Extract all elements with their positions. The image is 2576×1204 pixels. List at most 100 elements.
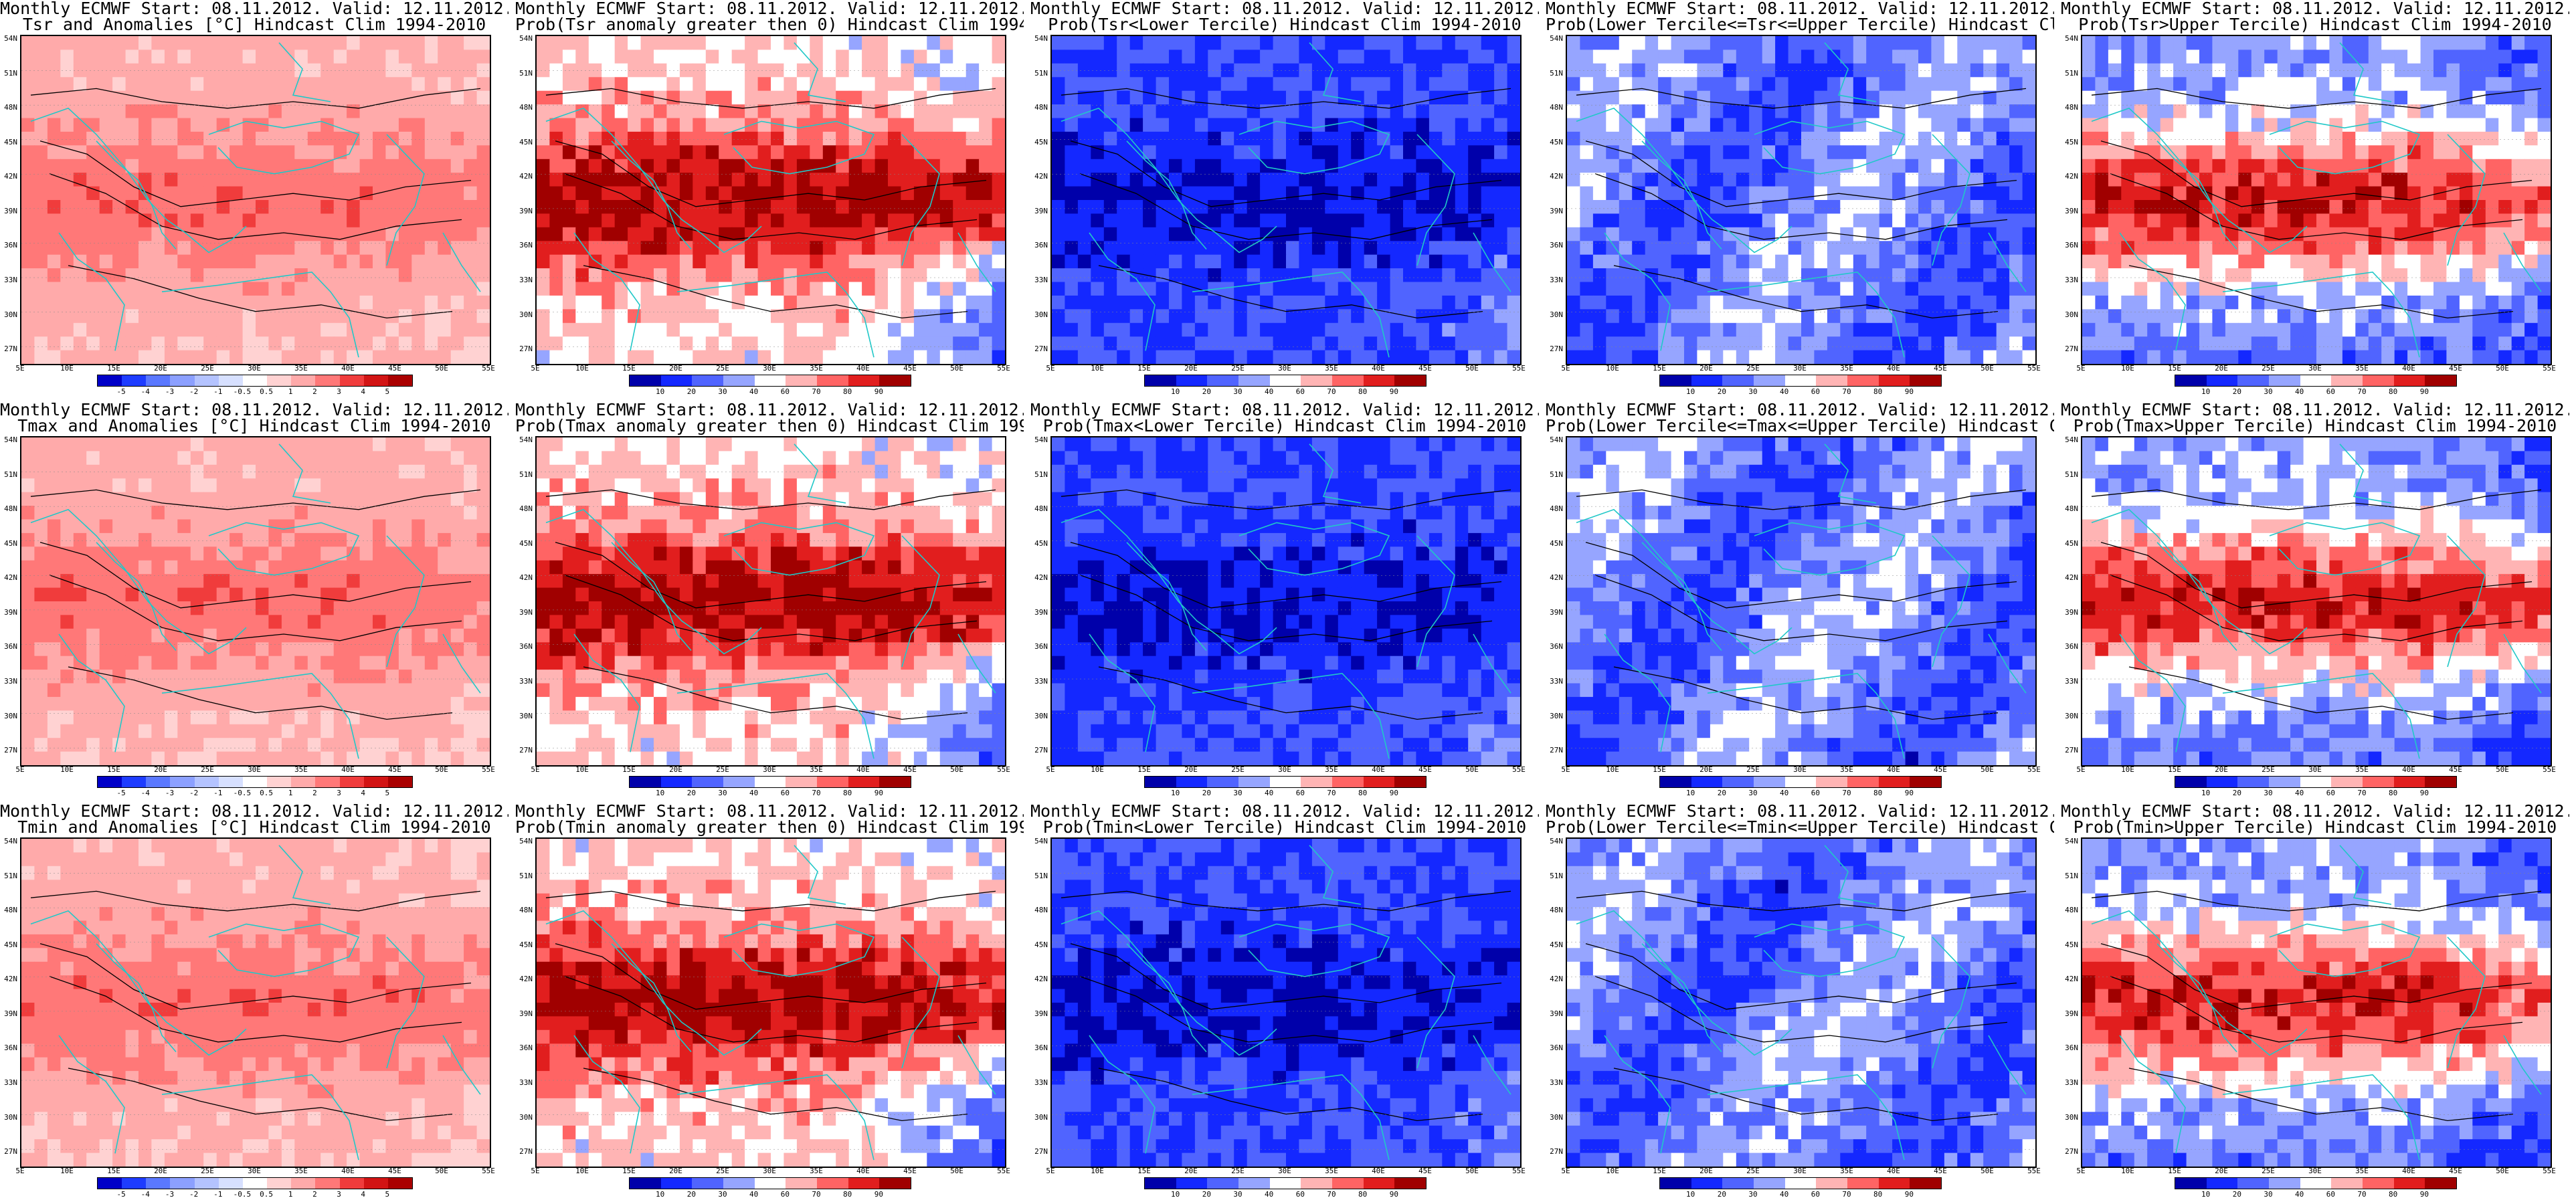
coastline: [723, 522, 875, 576]
lon-tick-label: 25E: [2262, 1167, 2275, 1175]
panel-title-line1: Monthly ECMWF Start: 08.11.2012. Valid: …: [2061, 803, 2569, 820]
lat-tick-label: 42N: [1550, 172, 1563, 181]
colorbar: [97, 776, 413, 788]
lat-tick-label: 48N: [1550, 906, 1563, 915]
colorbar-segment: [1847, 375, 1879, 386]
lat-tick-label: 48N: [4, 504, 17, 514]
colorbar-label: 80: [1358, 1190, 1368, 1199]
panel-tsr-prob_cold: Monthly ECMWF Start: 08.11.2012. Valid: …: [1030, 0, 1539, 396]
colorbar-label: 30: [718, 789, 727, 797]
lat-tick-label: 48N: [2065, 906, 2078, 915]
colorbar-segment: [754, 375, 786, 386]
lat-tick-label: 51N: [4, 470, 17, 479]
lon-tick-label: 45E: [388, 364, 401, 373]
colorbar-segment: [723, 1178, 755, 1189]
colorbar-segment: [1207, 777, 1239, 787]
colorbar-segment: [2425, 375, 2457, 386]
lon-tick-label: 35E: [810, 364, 823, 373]
colorbar: [1144, 375, 1427, 387]
lon-tick-label: 20E: [2215, 765, 2228, 774]
lon-tick-label: 25E: [1231, 364, 1245, 373]
colorbar-segment: [387, 1178, 413, 1189]
colorbar-label: 60: [1295, 789, 1305, 797]
map-field: [2082, 437, 2551, 765]
shaded-field: [21, 437, 490, 765]
lon-tick-label: 25E: [201, 364, 214, 373]
contour-line: [1079, 575, 1493, 641]
colorbar-segment: [723, 375, 755, 386]
lon-tick-label: 55E: [2543, 1167, 2556, 1175]
coastline: [2091, 508, 2308, 655]
colorbar-label: 70: [1327, 387, 1336, 396]
lat-tick-label: 36N: [2065, 642, 2078, 651]
colorbar-label: 70: [812, 387, 821, 396]
lon-tick-label: 20E: [2215, 364, 2228, 373]
colorbar-segment: [194, 375, 219, 386]
lon-tick-label: 45E: [388, 765, 401, 774]
colorbar-segment: [122, 777, 147, 787]
lon-tick-label: 25E: [1746, 364, 1760, 373]
colorbar-label: 20: [2232, 1190, 2241, 1199]
colorbar-segment: [98, 777, 122, 787]
lon-tick-label: 55E: [482, 364, 495, 373]
coastline: [1754, 120, 1906, 175]
lat-tick-label: 27N: [519, 344, 533, 354]
lat-tick-label: 54N: [4, 837, 17, 845]
forecast-map: [1566, 837, 2037, 1168]
coastline: [1604, 232, 1671, 351]
colorbar-label: 0.5: [260, 789, 273, 797]
shaded-field: [537, 36, 1005, 364]
colorbar-label: 30: [1233, 789, 1243, 797]
lat-tick-label: 30N: [1034, 1112, 1048, 1122]
lat-tick-label: 27N: [1034, 344, 1048, 354]
shaded-field: [537, 437, 1005, 765]
lat-tick-label: 36N: [2065, 1043, 2078, 1053]
colorbar: [1659, 776, 1942, 788]
colorbar-segment: [339, 777, 365, 787]
colorbar-label: 80: [2389, 387, 2398, 396]
map-field: [2082, 839, 2551, 1167]
contour-line: [68, 1068, 453, 1122]
lat-tick-label: 30N: [519, 310, 533, 319]
colorbar-segment: [2300, 777, 2332, 787]
lat-tick-label: 33N: [1034, 1078, 1048, 1088]
colorbar: [2175, 1177, 2457, 1189]
coastline: [1238, 522, 1390, 576]
lon-tick-label: 15E: [1653, 1167, 1666, 1175]
colorbar-segment: [1910, 375, 1942, 386]
lon-tick-label: 55E: [1512, 765, 1526, 774]
lat-tick-label: 30N: [4, 310, 17, 319]
lat-tick-label: 27N: [519, 746, 533, 755]
colorbar-label: -4: [141, 1190, 150, 1199]
colorbar-label: 70: [2357, 1190, 2367, 1199]
lat-tick-label: 39N: [1550, 607, 1563, 617]
lon-tick-label: 15E: [2168, 364, 2181, 373]
colorbar-segment: [1691, 777, 1723, 787]
panel-title-line1: Monthly ECMWF Start: 08.11.2012. Valid: …: [0, 803, 509, 820]
colorbar-segment: [170, 375, 195, 386]
lat-tick-label: 54N: [1550, 34, 1563, 43]
lon-tick-label: 5E: [1046, 364, 1055, 373]
lat-tick-label: 36N: [4, 1043, 17, 1053]
lat-tick-label: 30N: [2065, 310, 2078, 319]
lon-tick-label: 10E: [60, 364, 74, 373]
panel-tmax-anomaly: Monthly ECMWF Start: 08.11.2012. Valid: …: [0, 401, 509, 797]
colorbar-segment: [1301, 1178, 1333, 1189]
lat-tick-label: 48N: [1550, 504, 1563, 514]
colorbar-segment: [1145, 777, 1177, 787]
lat-tick-label: 51N: [1550, 68, 1563, 78]
colorbar-segment: [146, 777, 171, 787]
contour-line: [2091, 489, 2542, 510]
map-field: [21, 36, 490, 364]
colorbar-label: 20: [686, 387, 696, 396]
lon-tick-label: 20E: [1699, 364, 1713, 373]
contour-line: [1613, 1068, 1999, 1122]
coastline: [208, 120, 360, 175]
colorbar: [97, 1177, 413, 1189]
map-field: [537, 36, 1005, 364]
lat-tick-label: 48N: [1034, 504, 1048, 514]
colorbar-label: 90: [1904, 1190, 1914, 1199]
coastline: [1932, 535, 1970, 668]
colorbar-segment: [2175, 1178, 2207, 1189]
coastline: [573, 633, 640, 752]
